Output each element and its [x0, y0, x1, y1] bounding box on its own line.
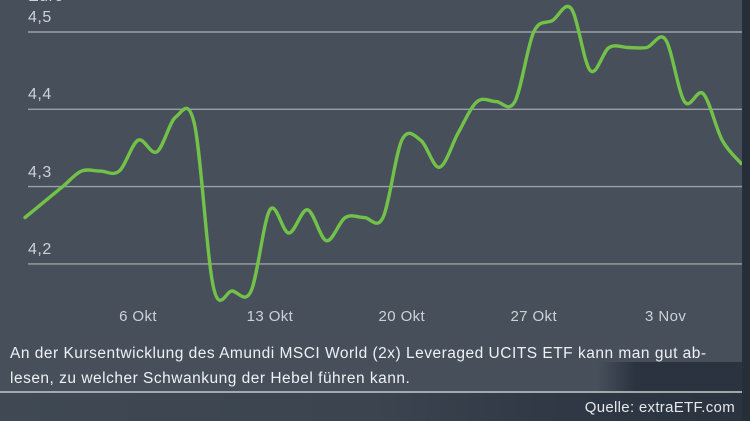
x-axis-tick-label: 13 Okt	[246, 308, 294, 325]
price-chart: Euro 4,5 4,4 4,3 4,2 6 Okt 13 Okt 20 Okt 27 Ok…	[23, 0, 743, 325]
y-axis-tick-label: 4,2	[28, 240, 52, 258]
y-axis-tick-label: 4,4	[28, 86, 52, 104]
separator-line	[0, 391, 750, 393]
x-axis-tick-label: 20 Okt	[378, 308, 426, 325]
source-credit: Quelle: extraETF.com	[584, 399, 735, 416]
line-chart-svg	[23, 4, 743, 303]
y-axis-tick-label: 4,5	[28, 9, 52, 26]
caption-line-1: An der Kursentwicklung des Amundi MSCI W…	[10, 345, 707, 362]
x-axis-tick-label: 3 Nov	[645, 308, 687, 325]
caption-line-2: lesen, zu welcher Schwankung der Hebel f…	[10, 370, 411, 387]
y-axis-unit-label: Euro	[28, 0, 64, 6]
gridlines	[28, 31, 742, 265]
x-axis-tick-label: 27 Okt	[510, 308, 558, 325]
y-axis-tick-label: 4,3	[28, 163, 52, 181]
right-edge-panel	[742, 0, 750, 421]
chart-caption: An der Kursentwicklung des Amundi MSCI W…	[10, 341, 746, 391]
price-line	[23, 4, 743, 303]
x-axis-tick-label: 6 Okt	[119, 308, 157, 325]
footer-bar: Quelle: extraETF.com	[0, 393, 750, 421]
